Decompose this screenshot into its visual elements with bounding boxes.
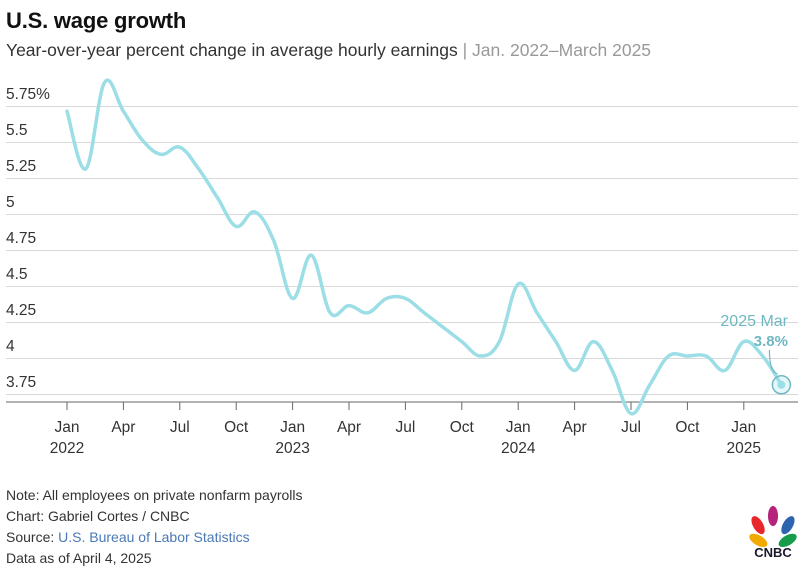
annotation-leader [768,349,778,375]
y-tick-label: 5.75% [6,86,50,103]
y-axis-ticks: 5.75% 5.5 5.25 5 4.75 4.5 4.25 4 3.75 [6,86,50,391]
x-tick-label: Jul [395,419,415,436]
series-layer [65,78,784,416]
y-tick-label: 4.5 [6,266,28,283]
y-tick-label: 3.75 [6,374,36,391]
line-chart: 5.75% 5.5 5.25 5 4.75 4.5 4.25 4 3.75 Jan 2022 Apr… [6,78,798,457]
x-tick-label: Apr [563,419,587,436]
y-tick-label: 5.25 [6,158,36,175]
x-tick-label: Apr [111,419,135,436]
x-tick-label: Jan [731,419,756,436]
x-axis-ticks: Jan 2022 Apr Jul Oct Jan 2023 Apr Jul Oct Jan 2024 A… [50,402,761,457]
footer-source: Source: U.S. Bureau of Labor Statistics [6,527,302,548]
source-prefix: Source: [6,529,59,545]
x-tick-label: Jan [55,419,80,436]
annotation-value: 3.8% [754,333,788,350]
footer-chart-credit: Chart: Gabriel Cortes / CNBC [6,508,190,524]
subtitle-separator: | [462,40,468,60]
x-tick-label: Jul [170,419,190,436]
x-tick-year: 2025 [727,440,761,457]
x-tick-label: Oct [224,419,249,436]
y-tick-label: 5 [6,194,15,211]
annotation-point [777,380,786,389]
footer-data-date: Data as of April 4, 2025 [6,550,152,566]
subtitle-date-range: Jan. 2022–March 2025 [472,40,652,60]
x-tick-year: 2024 [501,440,536,457]
logo-text: CNBC [754,545,792,560]
annotation-layer: 2025 Mar 3.8% [720,313,792,395]
chart-title: U.S. wage growth [6,8,187,33]
y-tick-label: 4 [6,338,15,355]
chart-subtitle: Year-over-year percent change in average… [6,40,651,61]
chart-footer: Note: All employees on private nonfarm p… [6,485,302,569]
y-tick-label: 5.5 [6,122,28,139]
source-link[interactable]: U.S. Bureau of Labor Statistics [58,529,250,545]
x-tick-label: Oct [450,419,475,436]
x-tick-label: Apr [337,419,361,436]
x-tick-year: 2022 [50,440,84,457]
wage-growth-line [65,78,784,416]
subtitle-main: Year-over-year percent change in average… [6,40,458,60]
annotation-label: 2025 Mar [720,313,788,330]
y-tick-label: 4.75 [6,230,36,247]
grid-lines [6,106,798,403]
x-tick-year: 2023 [275,440,309,457]
peacock-icon [749,506,797,548]
footer-note: Note: All employees on private nonfarm p… [6,487,303,503]
x-tick-label: Jan [280,419,305,436]
cnbc-peacock-logo: CNBC [749,506,797,560]
x-tick-label: Jan [506,419,531,436]
x-tick-label: Oct [675,419,700,436]
y-tick-label: 4.25 [6,302,36,319]
x-tick-label: Jul [621,419,641,436]
